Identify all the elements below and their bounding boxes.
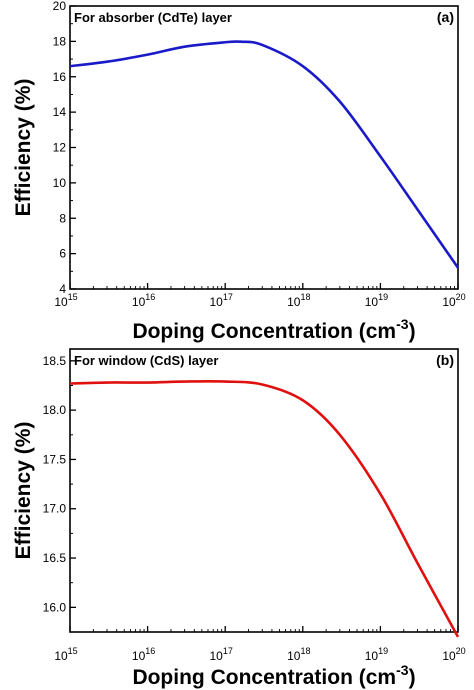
y-tick-label: 17.5 (43, 452, 67, 466)
y-tick-label: 14 (53, 105, 67, 119)
panel-annotation: For absorber (CdTe) layer (74, 10, 232, 25)
plot-frame (69, 5, 459, 290)
series-line-0 (69, 379, 460, 638)
y-tick-label: 18.5 (43, 354, 67, 368)
y-tick-label: 10 (53, 176, 67, 190)
y-tick-label: 18 (53, 34, 67, 48)
x-tick-label: 1017 (210, 292, 233, 309)
x-tick-label: 1016 (132, 646, 155, 663)
y-tick-label: 12 (53, 141, 67, 155)
x-tick-label: 1018 (287, 292, 310, 309)
panel-label: (b) (436, 352, 454, 368)
panel-label: (a) (437, 9, 454, 25)
series-line-0 (69, 40, 460, 269)
x-axis-title: Doping Concentration (cm-3) (132, 662, 415, 689)
y-tick-label: 16.0 (43, 600, 67, 614)
x-tick-label: 1020 (442, 292, 465, 309)
chart-panel-a: 4 6 8 10 12 14 16 18 20 1015 1016 1017 1018 1019 1020 F… (12, 0, 466, 343)
x-tick-label: 1015 (54, 292, 77, 309)
y-tick-label: 4 (59, 282, 66, 296)
panel-annotation: For window (CdS) layer (74, 353, 218, 368)
x-tick-label: 1016 (132, 292, 155, 309)
y-tick-label: 8 (59, 211, 66, 225)
y-tick-label: 18.0 (43, 403, 67, 417)
x-tick-label: 1020 (442, 646, 465, 663)
chart-panel-b: 16.0 16.5 17.0 17.5 18.0 18.5 1015 1016 1017 1018… (12, 348, 466, 689)
y-tick-label: 16.5 (43, 551, 67, 565)
x-tick-label: 1015 (54, 646, 77, 663)
y-axis-title: Efficiency (%) (12, 422, 35, 560)
y-tick-label: 20 (53, 0, 67, 13)
y-axis-title: Efficiency (%) (12, 79, 35, 217)
x-tick-label: 1017 (210, 646, 233, 663)
y-tick-label: 6 (59, 247, 66, 261)
x-axis-title: Doping Concentration (cm-3) (132, 316, 415, 343)
x-tick-label: 1019 (365, 646, 388, 663)
x-tick-label: 1019 (365, 292, 388, 309)
y-tick-label: 17.0 (43, 502, 67, 516)
x-tick-label: 1018 (287, 646, 310, 663)
plot-frame (69, 348, 459, 633)
y-tick-label: 16 (53, 70, 67, 84)
